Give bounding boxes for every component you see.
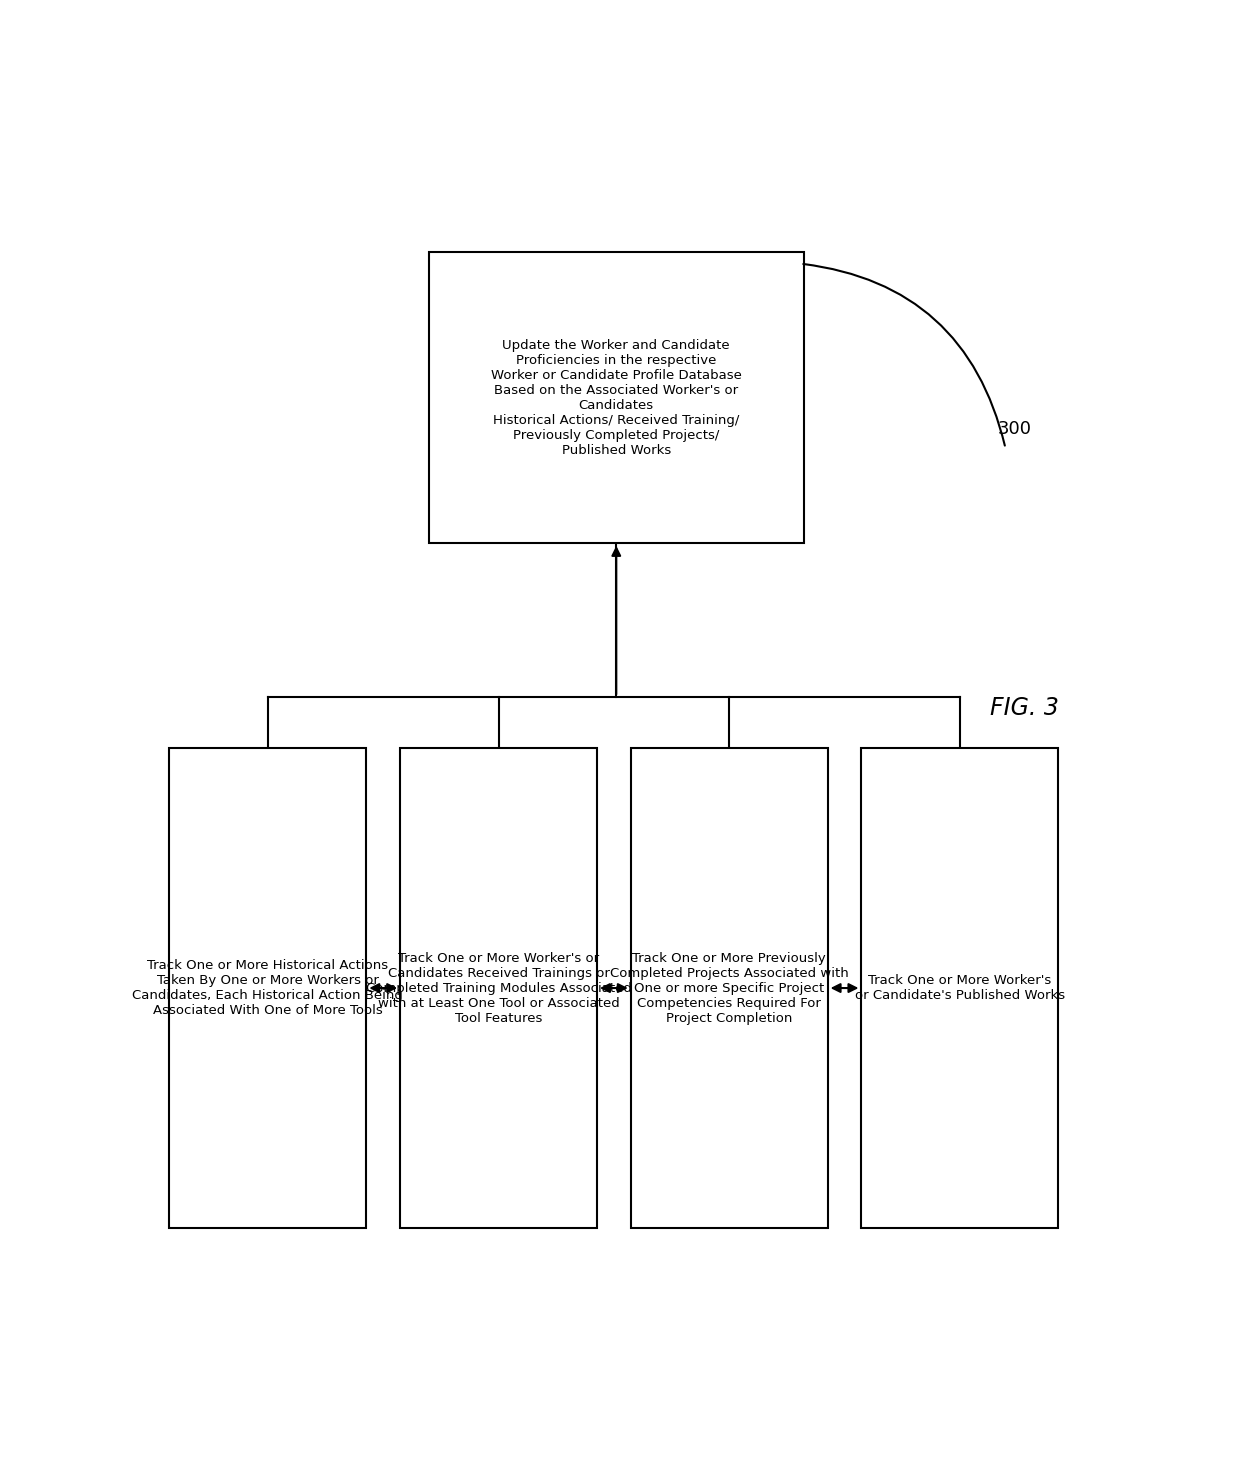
Text: Update the Worker and Candidate
Proficiencies in the respective
Worker or Candid: Update the Worker and Candidate Proficie… <box>491 338 742 456</box>
Text: Track One or More Worker's
or Candidate's Published Works: Track One or More Worker's or Candidate'… <box>854 974 1065 1002</box>
FancyBboxPatch shape <box>429 252 804 542</box>
FancyBboxPatch shape <box>631 748 828 1227</box>
Text: Track One or More Worker's or
Candidates Received Trainings or
Completed Trainin: Track One or More Worker's or Candidates… <box>366 951 631 1024</box>
Text: Track One or More Historical Actions
Taken By One or More Workers or
Candidates,: Track One or More Historical Actions Tak… <box>133 959 403 1017</box>
Text: FIG. 3: FIG. 3 <box>991 697 1059 720</box>
Text: 300: 300 <box>998 419 1032 437</box>
Text: Track One or More Previously
Completed Projects Associated with
One or more Spec: Track One or More Previously Completed P… <box>610 951 848 1024</box>
FancyBboxPatch shape <box>862 748 1058 1227</box>
FancyBboxPatch shape <box>170 748 367 1227</box>
FancyBboxPatch shape <box>401 748 596 1227</box>
FancyArrowPatch shape <box>804 264 1004 446</box>
